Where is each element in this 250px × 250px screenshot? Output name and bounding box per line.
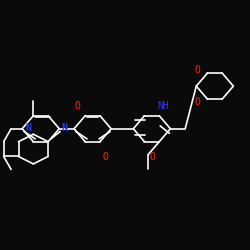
Text: O: O [75,100,81,110]
Text: O: O [102,152,108,162]
Text: O: O [194,65,200,75]
Text: NH: NH [157,100,169,110]
Text: N: N [61,123,67,133]
Text: N: N [26,123,32,133]
Text: O: O [194,97,200,107]
Text: O: O [150,152,156,162]
